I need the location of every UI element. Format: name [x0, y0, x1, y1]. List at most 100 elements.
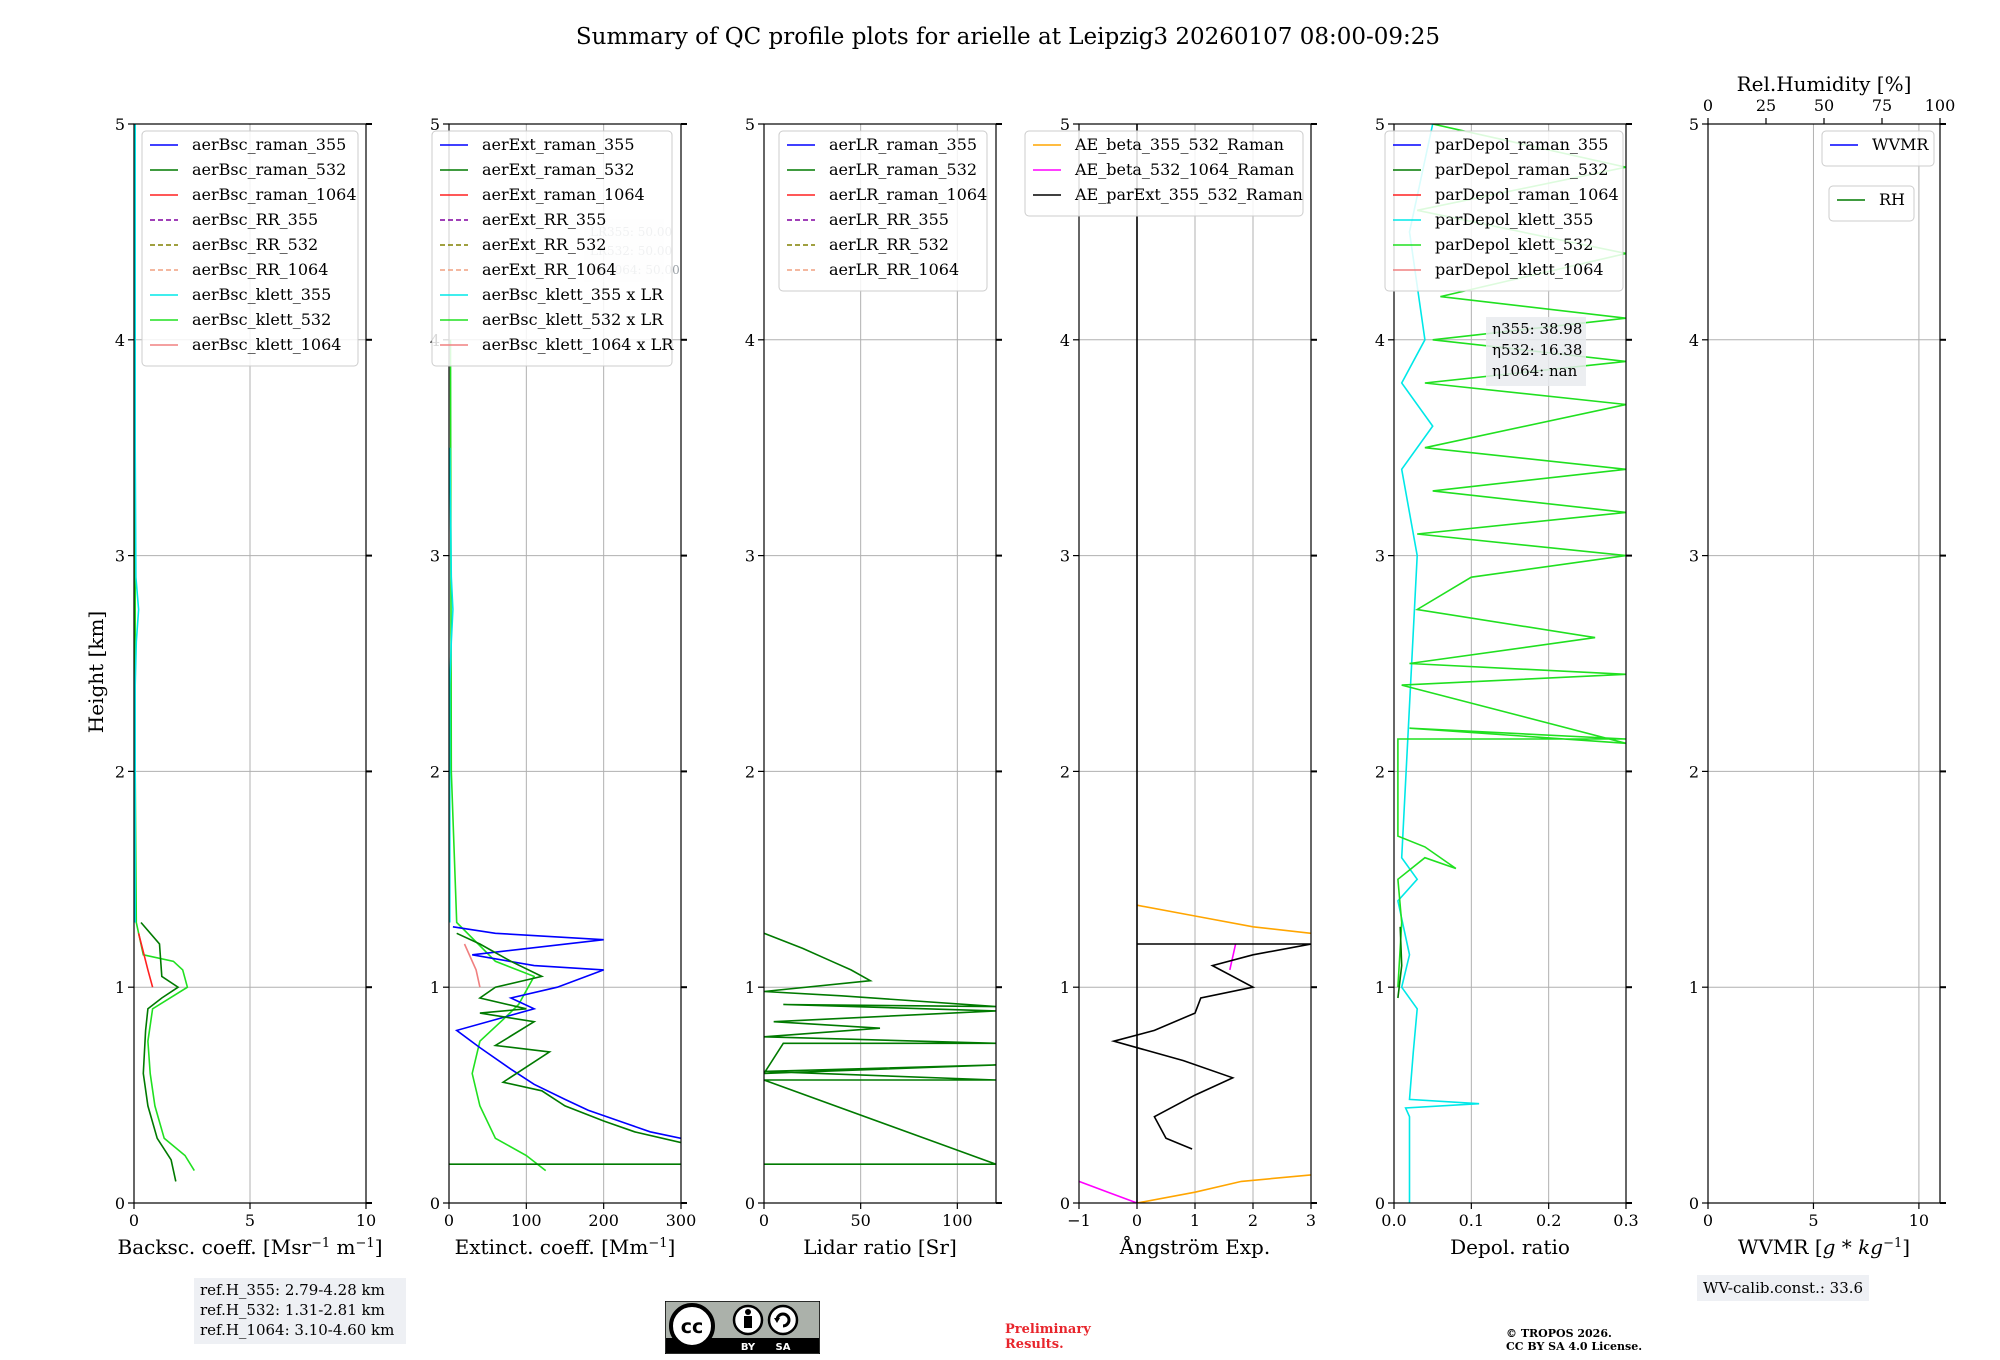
legend-label: AE_beta_532_1064_Raman	[1074, 160, 1294, 179]
legend-label: RH	[1879, 190, 1905, 209]
series-group	[1079, 124, 1311, 1203]
x-tick-label: 50	[850, 1211, 870, 1230]
legend-label: aerBsc_klett_355	[192, 285, 331, 304]
top-axis-label: Rel.Humidity [%]	[1737, 72, 1912, 96]
legend: WVMR	[1821, 130, 1935, 167]
legend-label: aerLR_RR_355	[829, 210, 949, 229]
top-tick-label: 100	[1925, 96, 1956, 115]
series-line-AE_beta_532_1064_Raman_b	[1229, 943, 1237, 971]
legend-label: parDepol_raman_355	[1435, 135, 1608, 154]
x-tick-label: −1	[1067, 1211, 1091, 1230]
x-tick-label: 0	[759, 1211, 769, 1230]
copyright-line-2: CC BY SA 4.0 License.	[1506, 1340, 1643, 1353]
x-tick-label: 0.3	[1613, 1211, 1638, 1230]
y-tick-label: 2	[745, 762, 755, 781]
legend-label: aerBsc_klett_1064 x LR	[482, 335, 674, 354]
cc-license-badge: cc BY SA	[664, 1300, 821, 1355]
legend-label: aerLR_RR_532	[829, 235, 949, 254]
y-tick-label: 3	[1375, 547, 1385, 566]
series-line-AE_parExt_355_532_Raman_prof	[1110, 943, 1311, 1150]
panel-bsc: 0 5 10 0 1 2 3 4 5 Backsc. coeff. [Msr−1 m−1] aerB…	[115, 115, 383, 1259]
legend-label: aerExt_RR_355	[482, 210, 606, 229]
legend-frame	[778, 130, 988, 292]
axes-frame	[763, 123, 997, 1204]
x-tick-label: 0	[129, 1211, 139, 1230]
y-tick-label: 5	[745, 115, 755, 134]
x-tick-label: 100	[511, 1211, 542, 1230]
legend-frame	[431, 130, 673, 367]
cc-by-sa-icon: cc BY SA	[664, 1300, 821, 1355]
legend-label: aerBsc_RR_532	[192, 235, 318, 254]
cc-sa-label: SA	[776, 1342, 791, 1353]
legend-label: aerLR_RR_1064	[829, 260, 959, 279]
x-axis-label: WVMR [g * kg−1]	[1738, 1235, 1910, 1259]
series-line-aerExt_raman_355	[452, 926, 681, 1140]
series-group	[449, 339, 681, 1172]
x-tick-label: 10	[356, 1211, 376, 1230]
annotation-box: η355: 38.98 η532: 16.38 η1064: nan	[1486, 317, 1586, 386]
y-tick-label: 2	[1060, 762, 1070, 781]
y-tick-label: 2	[1689, 762, 1699, 781]
legend-label: AE_parExt_355_532_Raman	[1074, 185, 1303, 204]
ref-heights-box: ref.H_355: 2.79-4.28 km ref.H_532: 1.31-…	[194, 1278, 406, 1344]
legend-label: aerBsc_RR_1064	[192, 260, 328, 279]
y-tick-label: 1	[745, 978, 755, 997]
legend-label: aerExt_raman_532	[482, 160, 635, 179]
x-tick-label: 0	[1703, 1211, 1713, 1230]
y-tick-label: 0	[115, 1194, 125, 1213]
series-line-aerBsc_klett_355	[134, 124, 140, 923]
y-tick-label: 3	[745, 547, 755, 566]
x-tick-label: 200	[588, 1211, 619, 1230]
series-line-aerBsc_klett_1064 x LR	[463, 943, 481, 988]
series-group	[764, 932, 996, 1165]
x-tick-label: 0.0	[1381, 1211, 1406, 1230]
legend-label: parDepol_klett_1064	[1435, 260, 1604, 279]
annotation-bg	[1486, 317, 1586, 386]
y-tick-label: 1	[430, 978, 440, 997]
top-tick-label: 0	[1703, 96, 1713, 115]
legend-label: aerExt_raman_355	[482, 135, 635, 154]
legend-label: aerBsc_klett_1064	[192, 335, 341, 354]
x-tick-label: 2	[1248, 1211, 1258, 1230]
series-line-AE_beta_355_532_Raman_high	[1136, 904, 1311, 935]
svg-text:cc: cc	[681, 1316, 704, 1338]
legend: aerBsc_raman_355 aerBsc_raman_532 aerBsc_r…	[141, 130, 359, 367]
y-tick-label: 4	[1060, 331, 1070, 350]
x-axis-label: Ångström Exp.	[1119, 1234, 1270, 1259]
x-tick-label: 5	[245, 1211, 255, 1230]
y-tick-label: 5	[115, 115, 125, 134]
y-tick-label: 4	[1689, 331, 1699, 350]
legend-label: aerBsc_raman_532	[192, 160, 346, 179]
legend-label: parDepol_raman_532	[1435, 160, 1608, 179]
y-tick-label: 1	[1689, 978, 1699, 997]
figure-title: Summary of QC profile plots for arielle …	[576, 24, 1440, 50]
y-tick-label: 2	[1375, 762, 1385, 781]
annotation-line: η355: 38.98	[1492, 320, 1582, 338]
y-tick-label: 4	[745, 331, 755, 350]
x-tick-label: 0.2	[1536, 1211, 1561, 1230]
legend-label: parDepol_klett_532	[1435, 235, 1593, 254]
legend-label: parDepol_klett_355	[1435, 210, 1593, 229]
series-line-aerBsc_raman_1064	[137, 933, 154, 988]
annotation-line: η532: 16.38	[1492, 341, 1582, 359]
axes-frame	[448, 123, 682, 1204]
y-tick-label: 3	[115, 547, 125, 566]
y-tick-label: 0	[745, 1194, 755, 1213]
legend-label: parDepol_raman_1064	[1435, 185, 1619, 204]
legend-frame	[1821, 130, 1935, 167]
legend-label: aerBsc_raman_1064	[192, 185, 357, 204]
top-tick-label: 75	[1872, 96, 1892, 115]
y-tick-label: 4	[1375, 331, 1385, 350]
legend: AE_beta_355_532_Raman AE_beta_532_1064_Ra…	[1024, 130, 1304, 217]
legend-frame	[1384, 130, 1624, 292]
y-tick-label: 0	[1060, 1194, 1070, 1213]
x-tick-label: 0	[1132, 1211, 1142, 1230]
axes-frame	[1707, 123, 1941, 1204]
legend-frame	[1024, 130, 1304, 217]
preliminary-line-2: Results.	[1005, 1337, 1064, 1352]
y-tick-label: 3	[1060, 547, 1070, 566]
y-tick-label: 3	[430, 547, 440, 566]
legend: aerLR_raman_355 aerLR_raman_532 aerLR_rama…	[778, 130, 988, 292]
